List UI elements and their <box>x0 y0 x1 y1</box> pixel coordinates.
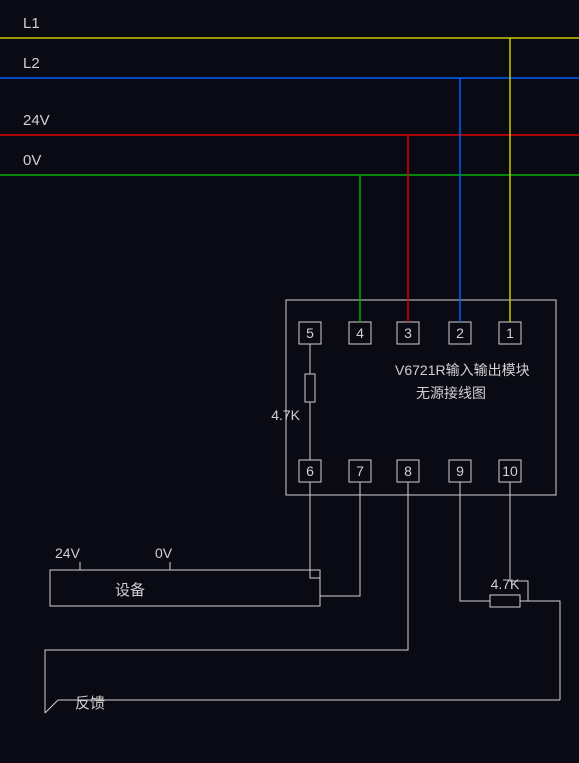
terminal-label-4: 4 <box>356 325 364 341</box>
device-box <box>50 570 320 606</box>
bus-label-l1: L1 <box>23 15 40 32</box>
terminal-label-9: 9 <box>456 463 464 479</box>
bus-label-l2: L2 <box>23 55 40 72</box>
terminal-label-1: 1 <box>506 325 514 341</box>
terminal-label-3: 3 <box>404 325 412 341</box>
internal-resistor-label: 4.7K <box>271 407 300 423</box>
external-resistor-label: 4.7K <box>491 576 520 592</box>
module-title-2: 无源接线图 <box>416 385 486 401</box>
module-title-1: V6721R输入输出模块 <box>395 362 530 378</box>
device-label: 设备 <box>115 582 145 599</box>
terminal-label-10: 10 <box>502 463 518 479</box>
feedback-label: 反馈 <box>75 695 105 712</box>
terminal-label-7: 7 <box>356 463 364 479</box>
terminal-label-2: 2 <box>456 325 464 341</box>
device-24v-label: 24V <box>55 545 81 561</box>
terminal-label-6: 6 <box>306 463 314 479</box>
external-resistor <box>490 595 520 607</box>
terminal-label-8: 8 <box>404 463 412 479</box>
bus-label-24v: 24V <box>23 112 50 129</box>
bus-label-0v: 0V <box>23 152 41 169</box>
device-0v-label: 0V <box>155 545 173 561</box>
terminal-label-5: 5 <box>306 325 314 341</box>
internal-resistor <box>305 374 315 402</box>
